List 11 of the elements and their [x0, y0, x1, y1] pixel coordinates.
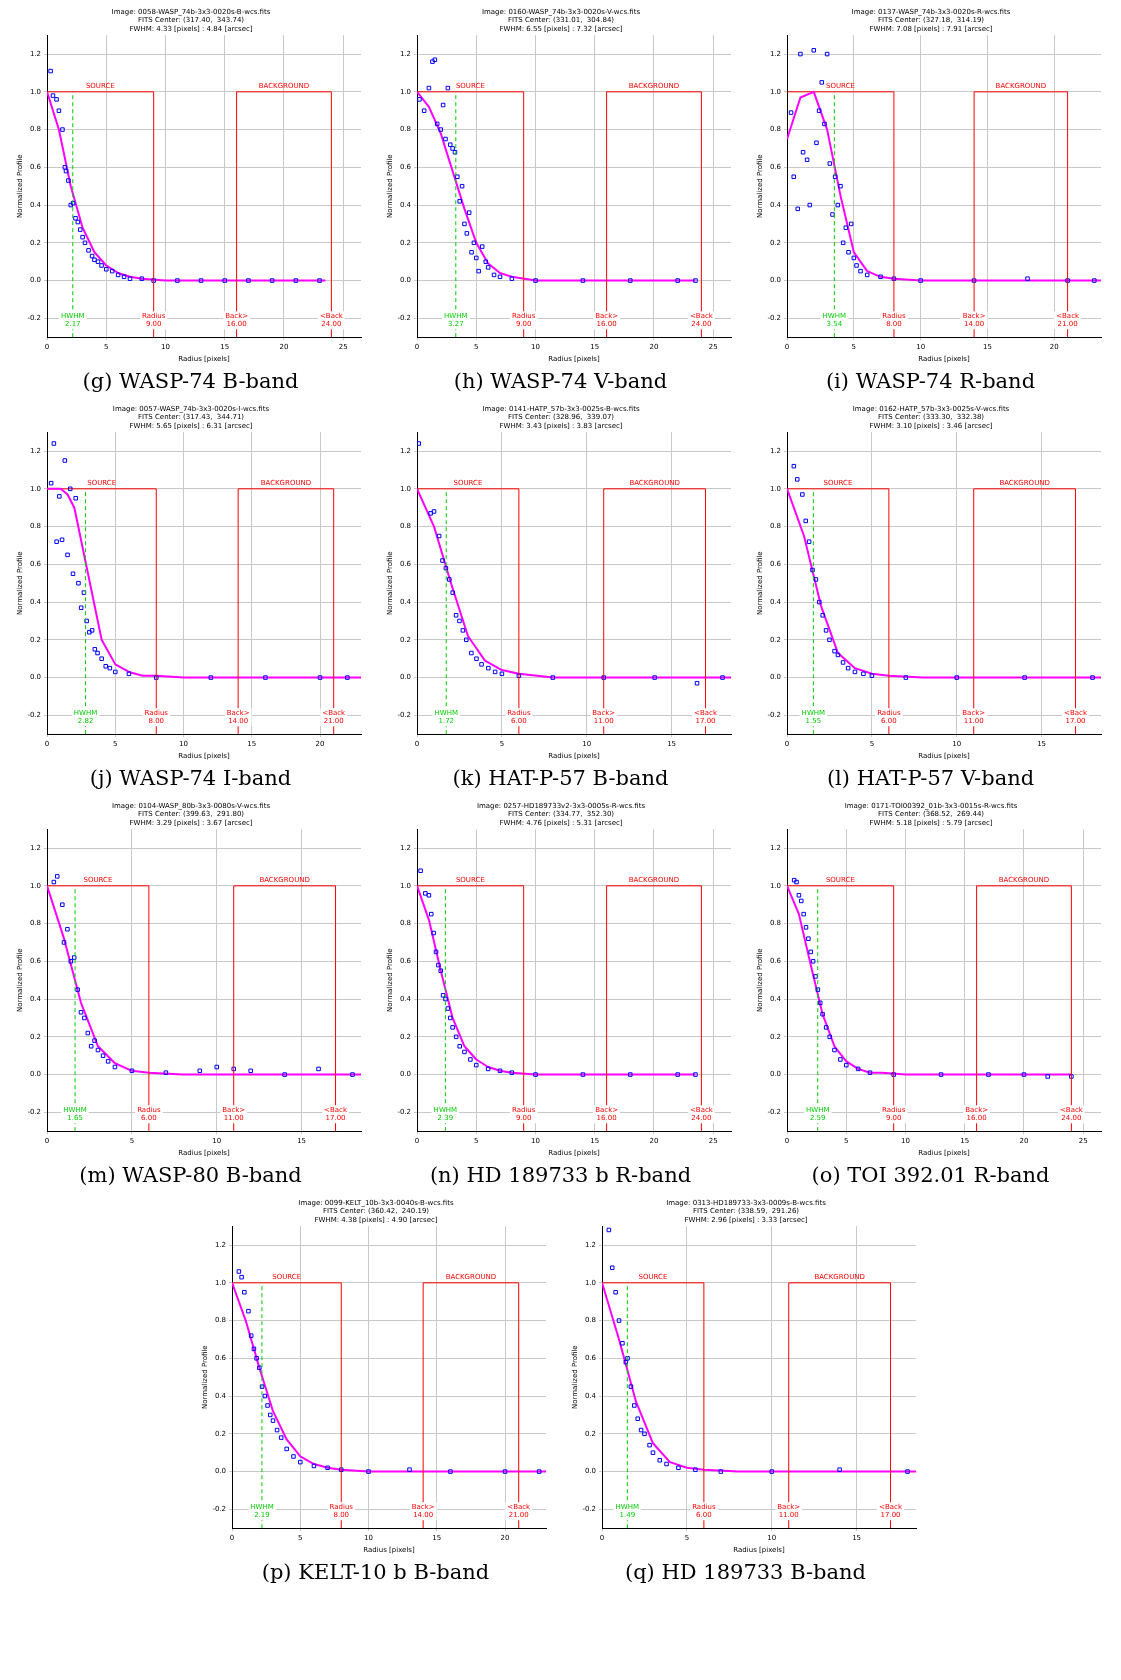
text: (j) WASP-74 I-band: [89, 766, 292, 790]
text: (q) HD 189733 B-band: [624, 1560, 867, 1584]
text: (i) WASP-74 R-band: [825, 369, 1036, 393]
text: (o) TOI 392.01 R-band: [811, 1163, 1050, 1187]
text: (n) HD 189733 b R-band: [429, 1163, 692, 1187]
text: (m) WASP-80 B-band: [79, 1163, 302, 1187]
text: (g) WASP-74 B-band: [82, 369, 299, 393]
text: (p) KELT-10 b B-band: [261, 1560, 490, 1584]
text: (l) HAT-P-57 V-band: [826, 766, 1035, 790]
text: (k) HAT-P-57 B-band: [452, 766, 669, 790]
text: (h) WASP-74 V-band: [453, 369, 668, 393]
